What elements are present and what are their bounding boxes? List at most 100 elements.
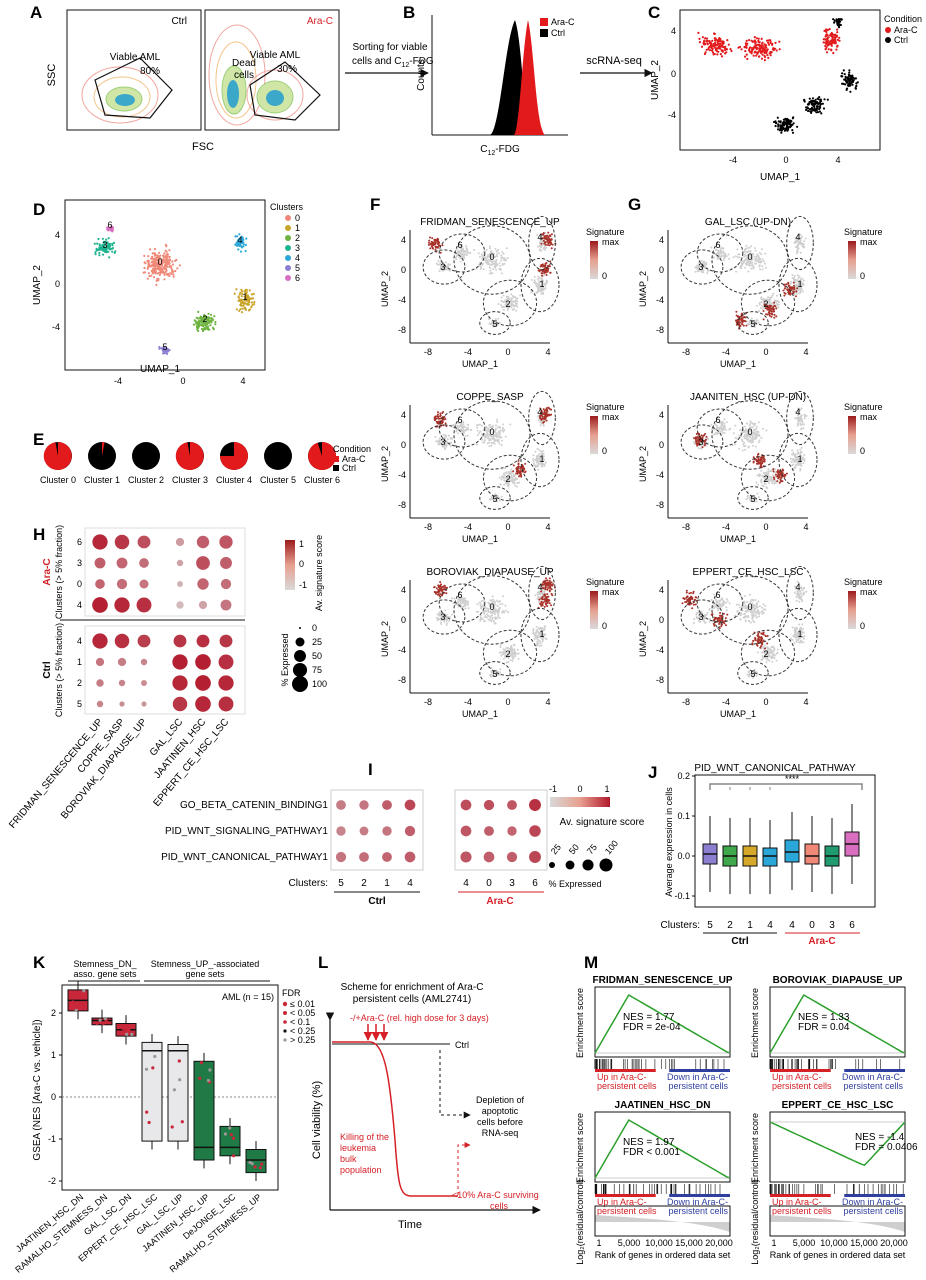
umap-point-grey (771, 294, 774, 297)
umap-point-grey (496, 611, 498, 614)
umap-point-grey (451, 613, 453, 616)
umap-point-high (547, 600, 550, 602)
umap-point-grey (503, 611, 506, 614)
umap-point-grey (755, 437, 758, 440)
umap-point-grey (478, 255, 481, 258)
c-point-ctrl (851, 74, 854, 77)
umap-point-grey (445, 445, 448, 448)
c-point-arac (712, 53, 715, 56)
umap-xtick-2: -4 (722, 347, 730, 357)
umap-point-high (549, 241, 552, 244)
umap-point-high (519, 473, 522, 476)
umap-point-grey (535, 625, 538, 628)
umap-ylabel: UMAP_2 (380, 271, 390, 307)
c-point-ctrl (844, 75, 847, 78)
umap-point-grey (728, 257, 731, 260)
umap-point-grey (793, 461, 796, 464)
c-point-ctrl (807, 109, 810, 113)
d-point-cluster-2 (209, 313, 213, 316)
umap-point-grey (497, 252, 500, 255)
c-legend-ctrl-dot (885, 37, 891, 43)
umap-point-high (439, 251, 442, 254)
umap-title-G3: EPPERT_CE_HSC_LSC (693, 567, 804, 578)
umap-point-high (752, 460, 755, 463)
d-point-cluster-0 (171, 263, 175, 266)
c-point-arac (828, 28, 831, 31)
umap-point-grey (477, 610, 480, 613)
umap-point-grey (532, 460, 535, 462)
umap-point-grey (769, 477, 772, 480)
c-point-arac (758, 41, 761, 44)
umap-point-grey (509, 645, 512, 648)
c-point-ctrl (833, 19, 836, 22)
umap-point-grey (491, 272, 494, 275)
umap-point-grey (744, 448, 746, 451)
d-legend-label-3: 3 (295, 243, 300, 253)
umap-point-grey (755, 481, 758, 484)
umap-point-high (762, 318, 765, 321)
umap-point-high (780, 476, 783, 479)
c-point-arac (753, 39, 757, 42)
c-point-ctrl (809, 110, 812, 113)
d-point-cluster-1 (233, 292, 236, 295)
d-point-cluster-1 (247, 298, 250, 301)
umap-point-grey (715, 252, 717, 255)
c-point-ctrl (832, 18, 835, 21)
d-point-cluster-2 (203, 328, 206, 331)
umap-point-grey (495, 259, 497, 262)
umap-point-grey (533, 638, 536, 640)
umap-title-G2: JAANITEN_HSC (UP-DN) (690, 392, 806, 403)
panel-a: A SSC FSC Ctrl Ara-C Viable AML 80% Viab… (30, 3, 340, 153)
umap-point-grey (476, 429, 479, 432)
umap-point-high (768, 309, 771, 312)
d-point-cluster-1 (235, 288, 238, 291)
c-point-ctrl (803, 98, 806, 101)
c-point-ctrl (833, 21, 836, 24)
umap-xtick-1: -8 (424, 347, 432, 357)
umap-point-grey (535, 457, 538, 460)
umap-point-grey (797, 418, 799, 421)
e-pie-arac-6 (308, 441, 337, 470)
d-point-cluster-1 (250, 293, 254, 296)
d-point-cluster-3 (108, 247, 111, 250)
umap-point-grey (694, 270, 697, 273)
b-counts-label: Counts (416, 59, 427, 91)
c-point-ctrl (844, 77, 847, 80)
d-point-cluster-1 (244, 288, 247, 291)
d-legend-label-1: 1 (295, 223, 300, 233)
umap-point-grey (790, 282, 792, 285)
umap-legend-max: max (860, 412, 878, 422)
umap-point-grey (448, 616, 451, 619)
umap-point-grey (796, 248, 799, 251)
umap-point-grey (745, 422, 748, 425)
umap-point-grey (495, 599, 498, 602)
e-pie-ctrl-5 (264, 442, 292, 470)
umap-cluster-number-0: 0 (747, 427, 752, 437)
d-point-cluster-1 (240, 298, 243, 301)
umap-point-grey (483, 439, 486, 442)
c-point-arac (716, 42, 719, 45)
umap-point-grey (495, 250, 498, 253)
umap-point-grey (498, 431, 501, 434)
umap-point-grey (502, 595, 504, 598)
c-point-ctrl (808, 97, 811, 100)
umap-point-grey (736, 256, 739, 259)
umap-point-grey (493, 442, 496, 445)
d-legend-dot-5 (285, 265, 291, 271)
umap-point-high (546, 593, 549, 596)
umap-point-grey (488, 439, 491, 442)
umap-point-high (786, 288, 789, 291)
d-point-cluster-3 (93, 242, 96, 245)
d-point-cluster-3 (109, 243, 112, 246)
umap-point-grey (481, 617, 484, 620)
umap-point-high (437, 415, 440, 418)
c-point-ctrl (816, 111, 820, 114)
umap-point-grey (734, 424, 737, 427)
c-point-arac (830, 49, 833, 52)
d-point-cluster-2 (209, 324, 212, 327)
b-legend-ctrl-swatch (540, 29, 548, 37)
umap-point-high (431, 237, 434, 240)
umap-point-grey (721, 432, 724, 435)
c-point-arac (757, 39, 760, 42)
